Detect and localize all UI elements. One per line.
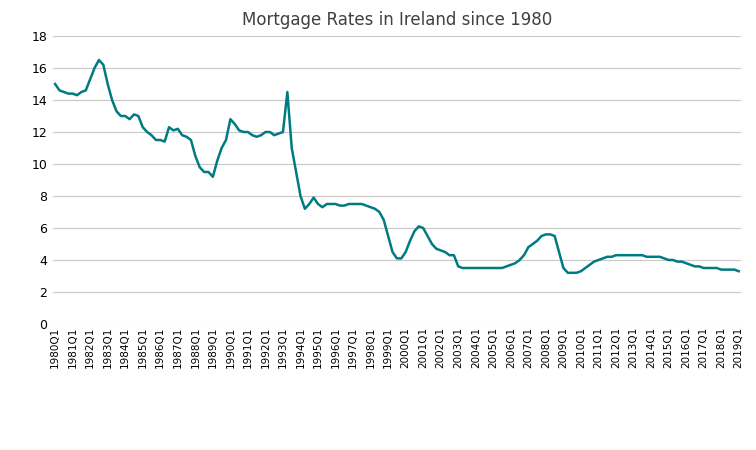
Title: Mortgage Rates in Ireland since 1980: Mortgage Rates in Ireland since 1980: [242, 11, 552, 29]
